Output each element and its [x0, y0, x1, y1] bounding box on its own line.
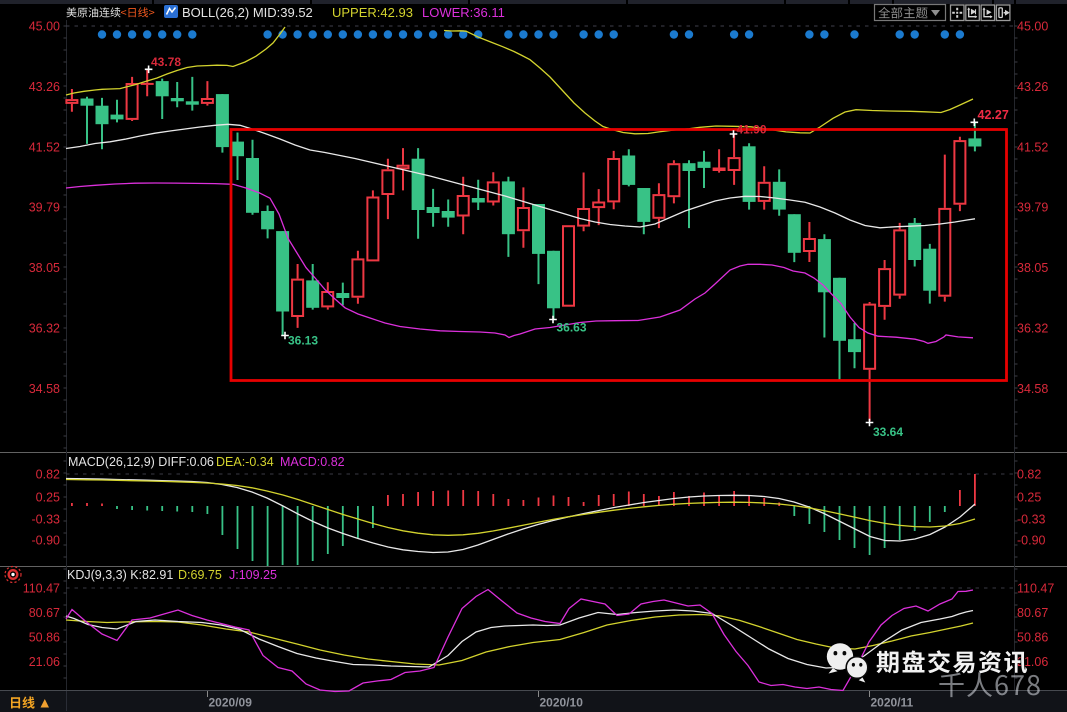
svg-text:50.86: 50.86: [29, 631, 60, 645]
svg-text:80.67: 80.67: [1017, 606, 1048, 620]
svg-text:-0.33: -0.33: [1017, 513, 1046, 527]
svg-text:41.52: 41.52: [29, 140, 60, 154]
svg-text:41.52: 41.52: [1017, 140, 1048, 154]
svg-text:34.58: 34.58: [1017, 382, 1048, 396]
svg-text:36.32: 36.32: [1017, 322, 1048, 336]
svg-text:110.47: 110.47: [23, 582, 60, 596]
svg-text:38.05: 38.05: [1017, 261, 1048, 275]
svg-text:43.26: 43.26: [29, 80, 60, 94]
svg-text:42.27: 42.27: [978, 108, 1009, 122]
svg-text:-0.90: -0.90: [1017, 534, 1046, 548]
svg-text:39.79: 39.79: [1017, 201, 1048, 215]
svg-text:MACD(26,12,9) DIFF:0.06: MACD(26,12,9) DIFF:0.06: [68, 455, 214, 469]
svg-text:34.58: 34.58: [29, 382, 60, 396]
svg-text:39.79: 39.79: [29, 201, 60, 215]
svg-text:50.86: 50.86: [1017, 631, 1048, 645]
svg-text:43.78: 43.78: [151, 55, 181, 69]
svg-text:36.63: 36.63: [557, 321, 587, 335]
svg-text:2020/09: 2020/09: [209, 696, 253, 710]
svg-text:2020/10: 2020/10: [540, 696, 584, 710]
svg-text:0.25: 0.25: [1017, 491, 1041, 505]
svg-text:D:69.75: D:69.75: [178, 568, 222, 582]
svg-text:-0.90: -0.90: [32, 534, 61, 548]
svg-text:21.06: 21.06: [29, 655, 60, 669]
svg-text:36.32: 36.32: [29, 322, 60, 336]
svg-text:36.13: 36.13: [288, 334, 318, 348]
svg-text:0.82: 0.82: [1017, 468, 1041, 482]
svg-text:MACD:0.82: MACD:0.82: [280, 455, 345, 469]
svg-text:0.25: 0.25: [36, 491, 60, 505]
svg-text:2020/11: 2020/11: [871, 696, 914, 710]
svg-text:UPPER:42.93: UPPER:42.93: [332, 5, 413, 20]
svg-text:45.00: 45.00: [29, 20, 60, 34]
svg-text:0.82: 0.82: [36, 468, 60, 482]
svg-text:43.26: 43.26: [1017, 80, 1048, 94]
svg-text:38.05: 38.05: [29, 261, 60, 275]
svg-text:BOLL(26,2) MID:39.52: BOLL(26,2) MID:39.52: [182, 5, 313, 20]
svg-text:110.47: 110.47: [1017, 582, 1054, 596]
svg-text:DEA:-0.34: DEA:-0.34: [216, 455, 274, 469]
svg-text:-0.33: -0.33: [32, 513, 61, 527]
svg-text:KDJ(9,3,3) K:82.91: KDJ(9,3,3) K:82.91: [67, 568, 173, 582]
svg-text:45.00: 45.00: [1017, 20, 1048, 34]
svg-text:41.90: 41.90: [737, 123, 767, 137]
svg-text:J:109.25: J:109.25: [229, 568, 277, 582]
svg-text:33.64: 33.64: [873, 425, 903, 439]
svg-text:80.67: 80.67: [29, 606, 60, 620]
svg-text:LOWER:36.11: LOWER:36.11: [422, 5, 505, 20]
svg-text:21.06: 21.06: [1017, 655, 1048, 669]
